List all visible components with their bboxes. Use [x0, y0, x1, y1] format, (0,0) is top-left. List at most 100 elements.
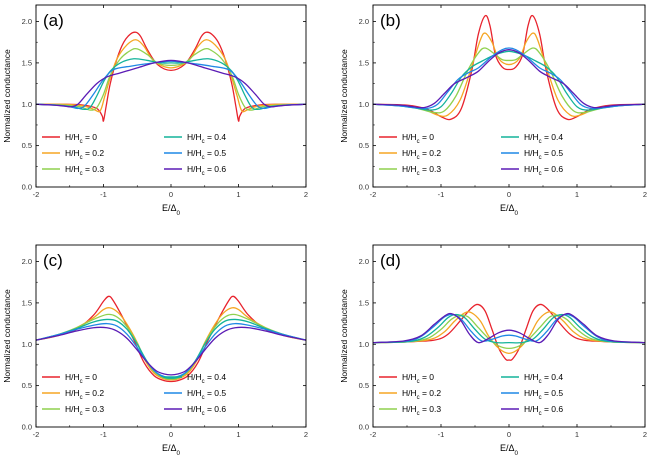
series-group [373, 303, 645, 361]
series-group [373, 14, 645, 121]
x-tick-label: 1 [236, 430, 240, 439]
legend-label: H/Hc = 0.2 [402, 388, 441, 401]
legend-label: H/Hc = 0.6 [524, 404, 563, 417]
panel-label: (a) [43, 11, 64, 30]
legend-label: H/Hc = 0.5 [524, 388, 563, 401]
legend: H/Hc = 0 H/Hc = 0.2 H/Hc = 0.3 H/Hc = 0.4 H/… [42, 372, 226, 417]
series-line-5 [36, 326, 306, 376]
series-line-0 [373, 14, 645, 121]
series-line-5 [373, 312, 645, 344]
y-tick-label: 0.5 [22, 141, 32, 150]
series-line-2 [373, 47, 645, 114]
legend-label: H/Hc = 0.5 [187, 388, 226, 401]
x-axis-label: E/Δ0 [500, 203, 519, 217]
y-tick-label: 1.0 [22, 100, 32, 109]
series-line-4 [373, 47, 645, 110]
y-tick-label: 0.0 [22, 423, 32, 432]
y-tick-label: 1.5 [359, 59, 369, 68]
x-tick-label: -2 [370, 190, 377, 199]
panel-b: -2 -1 0 1 2 0.0 0.5 1.0 1.5 2.0 (b) Normalized cond… [339, 4, 647, 217]
x-tick-label: -2 [33, 190, 40, 199]
series-line-0 [373, 303, 645, 361]
x-tick-label: 2 [643, 190, 647, 199]
x-tick-label: -1 [100, 430, 107, 439]
legend-label: H/Hc = 0.4 [187, 132, 226, 145]
legend-label: H/Hc = 0.5 [187, 148, 226, 161]
x-tick-label: -2 [33, 430, 40, 439]
y-tick-label: 0.5 [359, 381, 369, 390]
series-group [36, 31, 306, 122]
x-tick-label: -1 [438, 430, 445, 439]
y-axis-label: Normalized conductance [339, 289, 349, 383]
y-axis-label: Normalized conductance [339, 49, 349, 143]
y-tick-label: 2.0 [22, 17, 32, 26]
x-tick-label: 1 [575, 430, 579, 439]
y-axis-label: Normalized conductance [2, 49, 12, 143]
y-tick-label: 2.0 [359, 17, 369, 26]
y-tick-label: 1.0 [359, 100, 369, 109]
y-tick-label: 0.5 [359, 141, 369, 150]
y-tick-label: 1.0 [22, 340, 32, 349]
legend-label: H/Hc = 0 [402, 372, 434, 385]
plot-frame [35, 4, 307, 188]
series-line-3 [373, 50, 645, 111]
series-line-0 [36, 295, 306, 383]
legend-label: H/Hc = 0.3 [402, 404, 441, 417]
series-line-1 [36, 307, 306, 381]
y-tick-label: 1.5 [359, 299, 369, 308]
series-line-2 [373, 314, 645, 350]
legend-label: H/Hc = 0 [65, 132, 97, 145]
x-tick-label: -1 [438, 190, 445, 199]
legend-label: H/Hc = 0.6 [187, 404, 226, 417]
x-tick-label: 1 [575, 190, 579, 199]
x-axis-label: E/Δ0 [162, 443, 181, 457]
plot-frame [372, 4, 646, 188]
legend-label: H/Hc = 0.2 [65, 148, 104, 161]
panel-label: (d) [380, 251, 401, 270]
legend-label: H/Hc = 0.6 [187, 164, 226, 177]
legend-label: H/Hc = 0.3 [402, 164, 441, 177]
y-tick-label: 0.5 [22, 381, 32, 390]
x-axis-label: E/Δ0 [500, 443, 519, 457]
y-tick-label: 0.0 [22, 183, 32, 192]
series-line-2 [36, 313, 306, 380]
y-tick-label: 0.0 [359, 183, 369, 192]
y-tick-label: 1.0 [359, 340, 369, 349]
legend-label: H/Hc = 0.2 [402, 148, 441, 161]
legend: H/Hc = 0 H/Hc = 0.2 H/Hc = 0.3 H/Hc = 0.4 H/… [42, 132, 226, 177]
x-tick-label: 2 [304, 430, 308, 439]
x-tick-label: 0 [169, 190, 173, 199]
panel-label: (b) [380, 11, 401, 30]
x-tick-label: 1 [236, 190, 240, 199]
series-line-4 [373, 313, 645, 344]
legend-label: H/Hc = 0.4 [187, 372, 226, 385]
y-axis-label: Normalized conductance [2, 289, 12, 383]
x-tick-label: 2 [643, 430, 647, 439]
legend: H/Hc = 0 H/Hc = 0.2 H/Hc = 0.3 H/Hc = 0.4 H/… [379, 372, 563, 417]
legend-label: H/Hc = 0.2 [65, 388, 104, 401]
legend-label: H/Hc = 0.4 [524, 132, 563, 145]
x-tick-label: 0 [507, 430, 511, 439]
panel-label: (c) [43, 251, 63, 270]
series-line-3 [373, 313, 645, 344]
x-tick-label: -2 [370, 430, 377, 439]
series-group [36, 295, 306, 383]
series-line-1 [373, 311, 645, 355]
y-tick-label: 0.0 [359, 423, 369, 432]
plot-frame [35, 244, 307, 428]
x-tick-label: 0 [169, 430, 173, 439]
y-tick-label: 1.5 [22, 59, 32, 68]
x-axis-label: E/Δ0 [162, 203, 181, 217]
legend-label: H/Hc = 0.6 [524, 164, 563, 177]
x-tick-label: -1 [100, 190, 107, 199]
series-line-1 [373, 32, 645, 118]
legend-label: H/Hc = 0.4 [524, 372, 563, 385]
panel-a: -2 -1 0 1 2 0.0 0.5 1.0 1.5 2.0 (a) Normalized cond… [2, 4, 308, 217]
legend-label: H/Hc = 0.3 [65, 164, 104, 177]
plot-frame [372, 244, 646, 428]
series-line-5 [373, 49, 645, 109]
series-line-0 [36, 31, 306, 122]
series-line-3 [36, 58, 306, 111]
series-line-5 [36, 59, 306, 108]
